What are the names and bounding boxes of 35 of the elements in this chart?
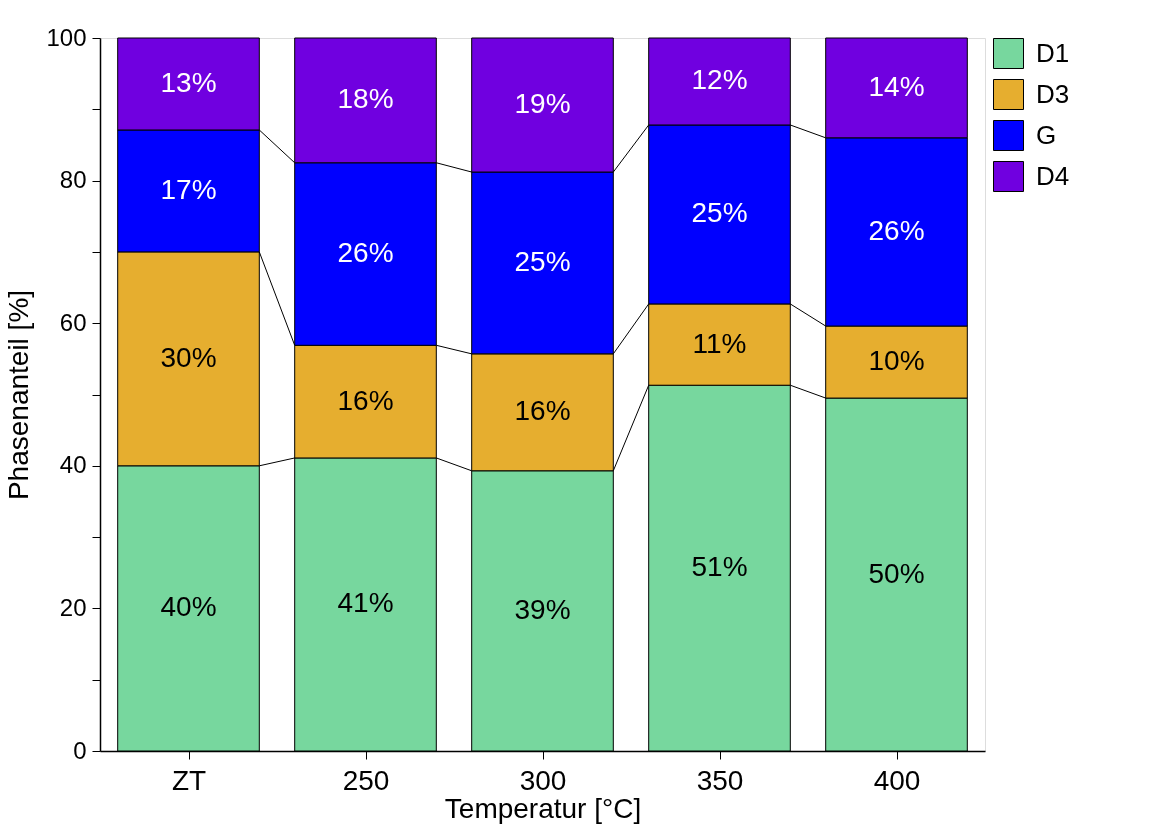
data-label: 25% — [514, 245, 571, 277]
data-label: 26% — [337, 237, 394, 269]
y-tick-label: 100 — [46, 23, 87, 51]
y-tick-label: 40 — [59, 451, 87, 479]
y-tick-label: 80 — [59, 166, 87, 194]
y-tick-label: 20 — [59, 593, 87, 621]
legend-label: D1 — [1036, 37, 1070, 68]
legend-label: D4 — [1036, 160, 1070, 191]
data-label: 50% — [868, 557, 925, 589]
data-label: 10% — [868, 345, 925, 377]
data-label: 18% — [337, 83, 394, 115]
y-tick-label: 0 — [73, 736, 87, 764]
data-label: 17% — [160, 173, 217, 205]
legend-label: G — [1036, 119, 1057, 150]
data-label: 12% — [691, 64, 748, 96]
x-tick-label: 250 — [342, 764, 390, 796]
data-label: 30% — [160, 341, 217, 373]
data-label: 13% — [160, 66, 217, 98]
x-tick-label: ZT — [171, 764, 207, 796]
x-tick-label: 400 — [873, 764, 921, 796]
data-label: 26% — [868, 214, 925, 246]
data-label: 19% — [514, 88, 571, 120]
y-tick-label: 60 — [59, 308, 87, 336]
data-label: 16% — [514, 395, 571, 427]
data-label: 11% — [692, 327, 747, 359]
data-label: 25% — [691, 197, 748, 229]
data-label: 14% — [868, 70, 925, 102]
y-axis-title: Phasenanteil [%] — [3, 289, 35, 501]
data-label: 16% — [337, 384, 394, 416]
x-tick-label: 350 — [696, 764, 744, 796]
data-label: 51% — [691, 551, 748, 583]
data-label: 41% — [337, 587, 394, 619]
legend-label: D3 — [1036, 78, 1070, 109]
data-label: 40% — [160, 591, 217, 623]
data-label: 39% — [514, 593, 571, 625]
